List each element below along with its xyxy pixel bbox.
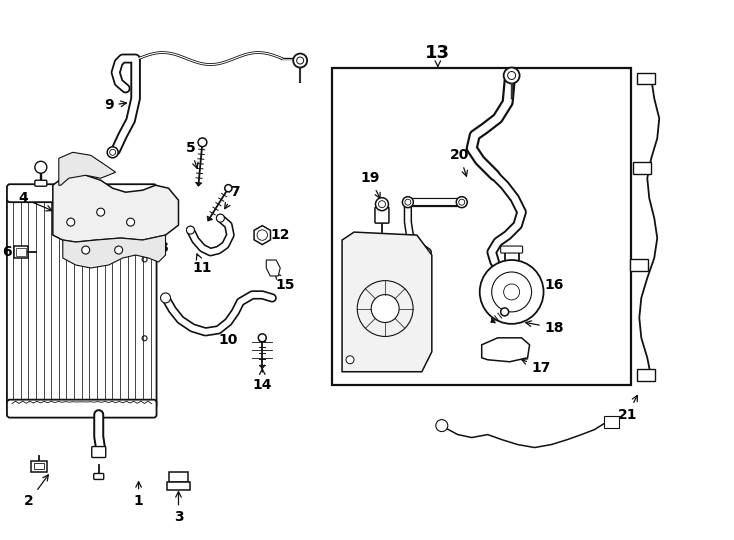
Polygon shape [342,232,432,372]
Circle shape [81,246,90,254]
FancyBboxPatch shape [92,447,106,457]
Text: 11: 11 [192,254,212,275]
Text: 15: 15 [275,273,295,292]
FancyBboxPatch shape [7,400,156,417]
Circle shape [371,295,399,322]
Circle shape [457,197,468,208]
FancyBboxPatch shape [34,180,47,186]
Circle shape [402,197,413,208]
Circle shape [258,334,266,342]
FancyBboxPatch shape [94,474,103,480]
Text: 9: 9 [103,98,126,112]
FancyBboxPatch shape [637,72,655,84]
Circle shape [115,246,123,254]
Circle shape [198,138,207,147]
Text: 4: 4 [18,191,52,211]
Text: 14: 14 [252,369,272,392]
Polygon shape [254,226,270,245]
Circle shape [504,284,520,300]
Circle shape [186,226,195,234]
Circle shape [293,53,307,68]
Circle shape [501,308,509,316]
Text: 18: 18 [526,321,564,335]
Circle shape [217,214,225,222]
Polygon shape [53,176,178,242]
FancyBboxPatch shape [169,472,189,482]
Circle shape [480,260,544,324]
FancyBboxPatch shape [375,207,389,223]
Text: 13: 13 [425,44,451,67]
Circle shape [67,218,75,226]
FancyBboxPatch shape [7,184,156,202]
Text: 1: 1 [134,482,143,508]
Circle shape [161,293,170,303]
FancyBboxPatch shape [31,461,47,472]
Text: 10: 10 [214,328,238,347]
Circle shape [504,68,520,84]
Polygon shape [482,338,529,362]
Polygon shape [63,235,166,268]
Text: 7: 7 [225,185,240,208]
Circle shape [225,185,232,192]
Text: 5: 5 [186,141,198,168]
FancyBboxPatch shape [637,369,655,381]
FancyBboxPatch shape [501,246,523,253]
Text: 3: 3 [174,491,184,524]
Polygon shape [59,152,116,185]
Text: 6: 6 [2,245,22,259]
FancyBboxPatch shape [167,482,190,490]
Text: 19: 19 [360,171,380,198]
Circle shape [97,208,105,216]
Bar [332,68,631,384]
Circle shape [436,420,448,431]
FancyBboxPatch shape [631,259,648,271]
Polygon shape [266,260,280,276]
Circle shape [34,161,47,173]
Text: 20: 20 [450,148,470,176]
FancyBboxPatch shape [604,416,619,428]
Circle shape [127,218,134,226]
FancyBboxPatch shape [14,246,28,258]
Text: 21: 21 [617,395,637,422]
Circle shape [346,356,354,364]
Text: 12: 12 [264,228,290,242]
Circle shape [376,198,388,211]
Text: 17: 17 [521,359,551,375]
Text: 8: 8 [149,241,167,258]
Text: 2: 2 [24,475,48,508]
Circle shape [107,147,118,158]
FancyBboxPatch shape [633,163,651,174]
Text: 16: 16 [534,278,564,292]
